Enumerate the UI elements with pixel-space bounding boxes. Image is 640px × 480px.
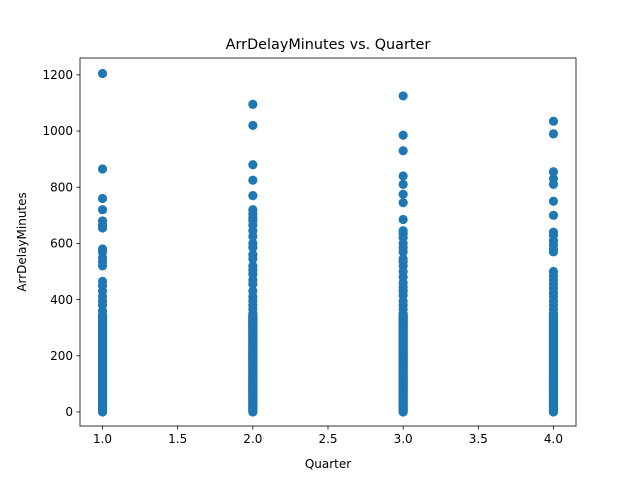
data-point <box>97 205 108 215</box>
data-point <box>97 223 108 233</box>
y-tick-label: 1000 <box>42 124 73 138</box>
x-tick-label: 4.0 <box>544 432 563 446</box>
y-axis-label: ArrDelayMinutes <box>15 192 29 292</box>
data-point <box>398 91 408 101</box>
data-point <box>248 279 258 289</box>
data-point <box>548 179 559 190</box>
data-point <box>548 167 559 177</box>
data-point <box>398 130 408 140</box>
data-point <box>398 198 408 208</box>
data-point <box>398 146 408 156</box>
x-tick-label: 3.5 <box>469 432 488 446</box>
data-point <box>398 171 408 181</box>
data-point <box>398 309 408 319</box>
data-point <box>548 116 559 126</box>
x-tick-label: 1.5 <box>168 432 187 446</box>
plot-frame <box>79 57 577 427</box>
x-tick-label: 1.0 <box>93 432 112 446</box>
data-point <box>97 68 108 79</box>
data-points <box>97 68 559 417</box>
data-point <box>548 210 559 220</box>
data-point <box>97 193 108 204</box>
data-point <box>248 160 258 170</box>
x-tick-label: 2.5 <box>318 432 337 446</box>
data-point <box>398 247 408 257</box>
data-point <box>97 261 108 271</box>
data-point <box>248 120 258 131</box>
x-tick-label: 2.0 <box>243 432 262 446</box>
y-tick-label: 200 <box>50 349 73 363</box>
data-point <box>97 164 108 174</box>
data-point <box>97 310 108 320</box>
data-point <box>248 243 258 253</box>
data-point <box>548 247 559 257</box>
data-point <box>398 214 408 225</box>
ticks: 1.0 1.5 2.0 2.5 3.0 3.5 4.0 0 200 400 600 800 1000 12… <box>42 68 563 446</box>
data-point <box>248 309 258 319</box>
y-tick-label: 800 <box>50 180 73 194</box>
data-point <box>248 254 258 264</box>
y-tick-label: 1200 <box>42 68 73 82</box>
x-tick-label: 3.0 <box>394 432 413 446</box>
axes <box>79 57 577 427</box>
data-point <box>548 309 559 319</box>
data-point <box>248 231 258 241</box>
y-tick-label: 600 <box>50 237 73 251</box>
data-point <box>398 189 408 199</box>
chart-title: ArrDelayMinutes vs. Quarter <box>226 37 431 53</box>
y-tick-label: 400 <box>50 293 73 307</box>
y-tick-label: 0 <box>65 405 73 419</box>
data-point <box>548 129 559 139</box>
data-point <box>548 196 559 206</box>
data-point <box>248 191 258 201</box>
x-axis-label: Quarter <box>305 457 351 471</box>
data-point <box>248 175 258 185</box>
data-point <box>398 179 408 190</box>
data-point <box>248 99 258 109</box>
